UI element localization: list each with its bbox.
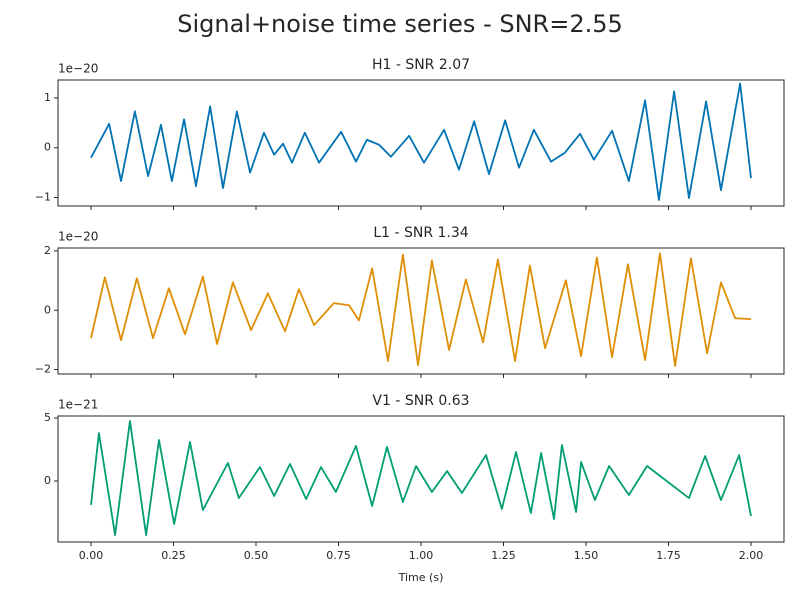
x-axis-label: Time (s)	[398, 571, 444, 584]
plot-frame	[57, 247, 785, 375]
x-tick-label: 0.50	[244, 549, 269, 562]
y-tick-label: 0	[44, 474, 51, 487]
y-tick-label: 0	[44, 141, 51, 154]
x-tick-label: 0.75	[326, 549, 351, 562]
signal-line	[90, 82, 752, 201]
y-tick-label: −1	[35, 191, 51, 204]
subplot-title: H1 - SNR 2.07	[372, 57, 470, 73]
x-tick-label: 0.25	[161, 549, 186, 562]
x-tick-label: 1.00	[409, 549, 434, 562]
x-tick-label: 1.25	[491, 549, 516, 562]
y-tick-label: 5	[44, 411, 51, 424]
subplot-title: L1 - SNR 1.34	[373, 225, 468, 241]
x-tick-label: 0.00	[79, 549, 104, 562]
y-tick-label: 0	[44, 303, 51, 316]
signal-line	[90, 420, 752, 536]
x-tick-label: 1.50	[574, 549, 599, 562]
y-tick-label: 2	[44, 244, 51, 257]
offset-label: 1e−20	[58, 62, 98, 76]
x-tick-label: 1.75	[656, 549, 681, 562]
x-tick-label: 2.00	[739, 549, 764, 562]
y-tick-label: −2	[35, 363, 51, 376]
signal-line	[90, 252, 752, 367]
subplot-title: V1 - SNR 0.63	[372, 393, 469, 409]
y-tick-label: 1	[44, 91, 51, 104]
offset-label: 1e−21	[58, 398, 98, 412]
offset-label: 1e−20	[58, 230, 98, 244]
figure-title: Signal+noise time series - SNR=2.55	[177, 10, 623, 38]
